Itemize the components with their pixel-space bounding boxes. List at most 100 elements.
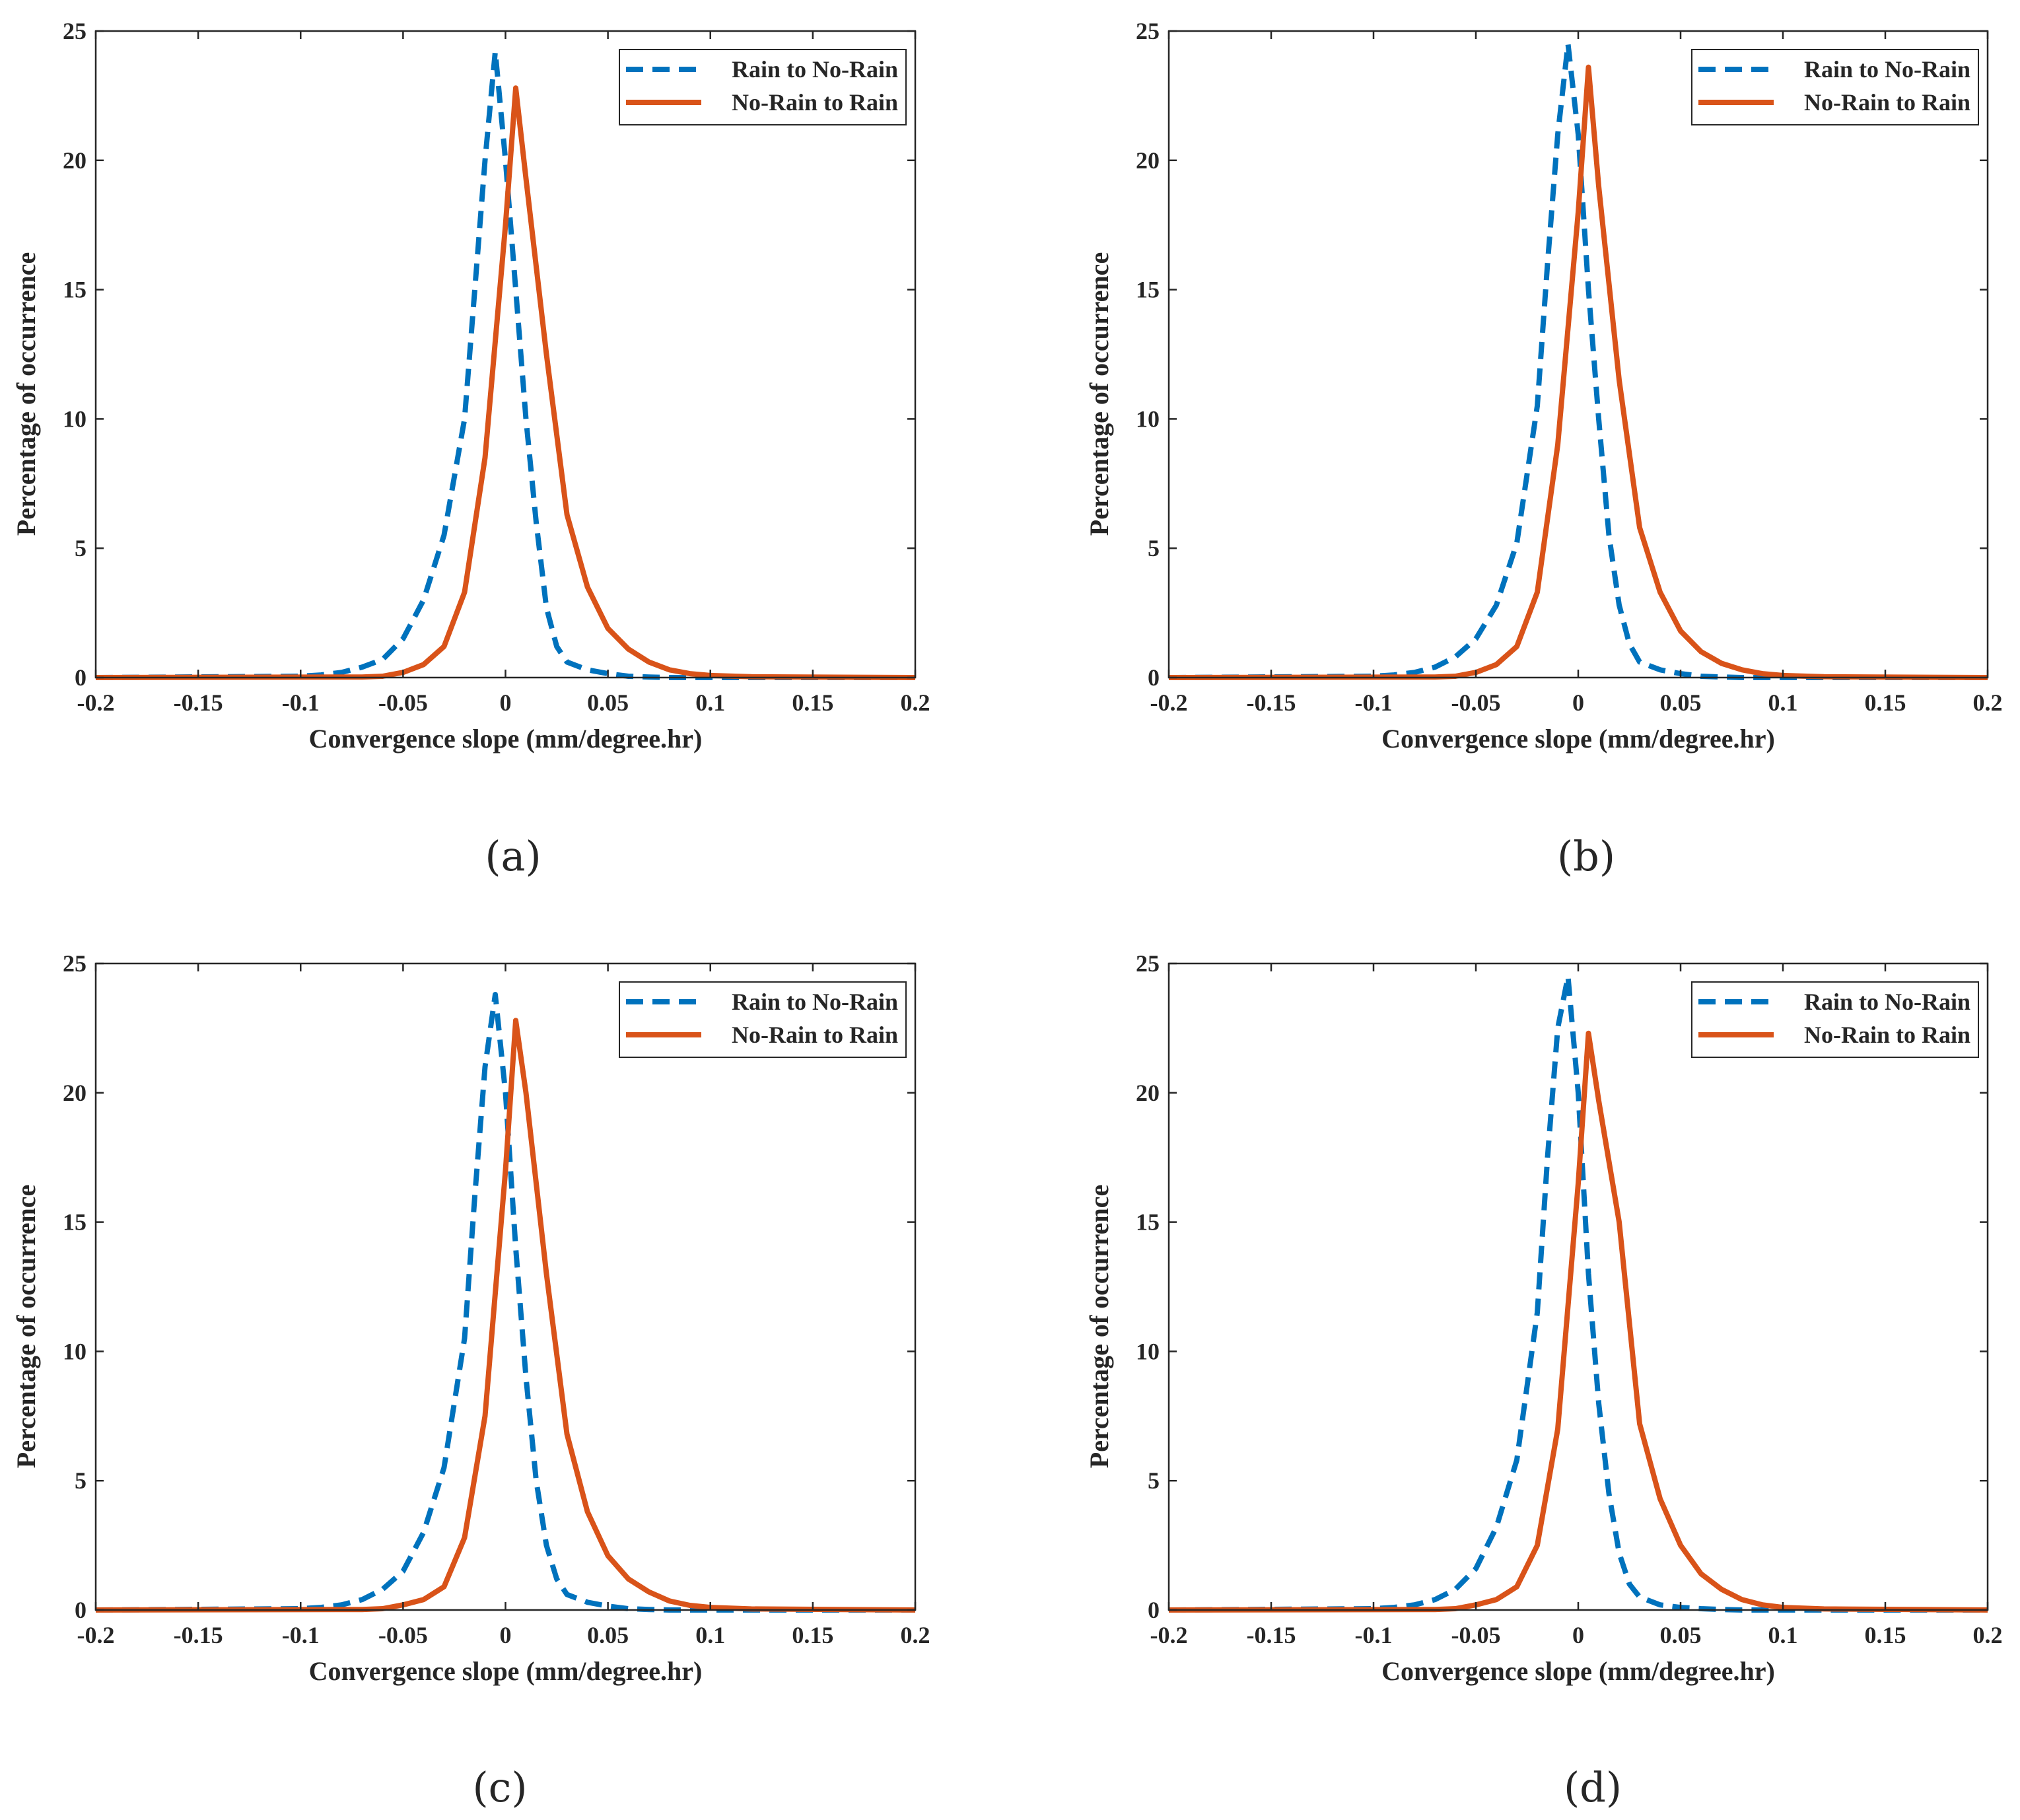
series-line-no-rain-to-rain xyxy=(1168,64,1988,680)
x-tick-label: 0 xyxy=(1572,689,1584,716)
y-tick-label: 25 xyxy=(63,18,87,44)
y-axis-label: Percentage of occurrence xyxy=(1084,1185,1114,1468)
y-tick-label: 10 xyxy=(1136,1338,1160,1364)
y-tick-label: 20 xyxy=(63,1080,87,1106)
x-tick-label: -0.15 xyxy=(1247,1622,1296,1648)
series-line-rain-to-no-rain xyxy=(1168,973,1988,1613)
x-tick-label: -0.1 xyxy=(282,1622,320,1648)
x-tick-label: -0.15 xyxy=(174,689,223,716)
x-tick-label: 0.05 xyxy=(587,689,629,716)
series-line-no-rain-to-rain xyxy=(95,85,916,680)
y-tick-label: 25 xyxy=(1136,18,1160,44)
y-tick-label: 0 xyxy=(75,664,87,691)
legend-box xyxy=(619,981,907,1058)
panel-caption: (d) xyxy=(1564,1763,1622,1811)
axes-box xyxy=(94,30,917,679)
y-tick-label: 25 xyxy=(1136,950,1160,977)
x-tick-label: 0.1 xyxy=(1768,689,1798,716)
series-line-rain-to-no-rain xyxy=(1168,41,1988,680)
axes-box xyxy=(94,962,917,1611)
x-tick-label: -0.1 xyxy=(1355,1622,1393,1648)
legend-box xyxy=(1691,49,1979,125)
legend-box xyxy=(619,49,907,125)
x-tick-label: 0.05 xyxy=(587,1622,629,1648)
y-tick-label: 15 xyxy=(63,277,87,303)
x-axis-label: Convergence slope (mm/degree.hr) xyxy=(1381,724,1775,753)
x-tick-label: 0 xyxy=(500,1622,512,1648)
y-tick-label: 20 xyxy=(1136,1080,1160,1106)
legend-label: No-Rain to Rain xyxy=(1804,89,1970,116)
y-tick-label: 15 xyxy=(1136,1209,1160,1236)
x-tick-label: 0.05 xyxy=(1660,1622,1702,1648)
x-tick-label: 0 xyxy=(1572,1622,1584,1648)
x-tick-label: 0.15 xyxy=(1865,689,1906,716)
x-axis-label: Convergence slope (mm/degree.hr) xyxy=(309,724,703,753)
x-tick-label: 0.1 xyxy=(1768,1622,1798,1648)
legend-label: No-Rain to Rain xyxy=(732,1022,898,1048)
series-line-rain-to-no-rain xyxy=(95,49,915,680)
chart-panel-3: -0.2 -0.15 -0.1 -0.05 0 0.05 0.1 0.15 0.2 0 5 10 15 2… xyxy=(11,950,930,1811)
x-tick-label: -0.05 xyxy=(378,689,428,716)
x-tick-label: 0.2 xyxy=(1973,1622,2003,1648)
legend-box xyxy=(1691,981,1979,1058)
y-tick-label: 0 xyxy=(1148,1597,1160,1623)
x-tick-label: 0.15 xyxy=(792,1622,833,1648)
legend-label: Rain to No-Rain xyxy=(732,56,898,83)
y-tick-label: 5 xyxy=(1148,535,1160,561)
x-tick-label: 0.2 xyxy=(901,1622,930,1648)
legend: Rain to No-Rain No-Rain to Rain xyxy=(1691,981,1979,1058)
axes-box xyxy=(1167,962,1989,1611)
y-tick-label: 20 xyxy=(63,147,87,174)
x-tick-label: -0.1 xyxy=(1355,689,1393,716)
y-tick-label: 5 xyxy=(75,1467,87,1494)
x-tick-label: -0.2 xyxy=(77,1622,115,1648)
y-tick-label: 0 xyxy=(75,1597,87,1623)
y-axis-label: Percentage of occurrence xyxy=(1084,252,1114,536)
x-tick-label: -0.15 xyxy=(1247,689,1296,716)
x-tick-label: -0.05 xyxy=(1451,689,1501,716)
x-tick-label: 0 xyxy=(500,689,512,716)
x-tick-label: -0.2 xyxy=(1150,689,1188,716)
x-tick-label: -0.2 xyxy=(1150,1622,1188,1648)
series-line-rain-to-no-rain xyxy=(95,992,915,1613)
x-tick-label: 0.15 xyxy=(1865,1622,1906,1648)
x-tick-label: 0.2 xyxy=(901,689,930,716)
legend-label: Rain to No-Rain xyxy=(1804,989,1970,1015)
y-tick-label: 10 xyxy=(1136,405,1160,432)
x-tick-label: 0.1 xyxy=(695,689,725,716)
panel-caption: (a) xyxy=(485,832,541,880)
legend-label: No-Rain to Rain xyxy=(1804,1022,1970,1048)
y-tick-label: 20 xyxy=(1136,147,1160,174)
x-tick-label: -0.1 xyxy=(282,689,320,716)
panel-caption: (c) xyxy=(472,1763,527,1811)
y-tick-label: 5 xyxy=(1148,1467,1160,1494)
legend-label: No-Rain to Rain xyxy=(732,89,898,116)
series-line-no-rain-to-rain xyxy=(95,1018,916,1613)
series-line-no-rain-to-rain xyxy=(1168,1030,1988,1613)
x-tick-label: 0.15 xyxy=(792,689,833,716)
x-tick-label: -0.2 xyxy=(77,689,115,716)
y-tick-label: 10 xyxy=(63,405,87,432)
legend: Rain to No-Rain No-Rain to Rain xyxy=(619,49,907,125)
x-tick-label: -0.05 xyxy=(1451,1622,1501,1648)
chart-panel-4: -0.2 -0.15 -0.1 -0.05 0 0.05 0.1 0.15 0.2 0 5 10 15 2… xyxy=(1084,950,2003,1811)
legend: Rain to No-Rain No-Rain to Rain xyxy=(1691,49,1979,125)
y-axis-label: Percentage of occurrence xyxy=(11,1185,41,1468)
x-tick-label: 0.2 xyxy=(1973,689,2003,716)
y-tick-label: 15 xyxy=(1136,277,1160,303)
y-tick-label: 0 xyxy=(1148,664,1160,691)
x-tick-label: -0.05 xyxy=(378,1622,428,1648)
y-tick-label: 5 xyxy=(75,535,87,561)
y-tick-label: 15 xyxy=(63,1209,87,1236)
chart-panel-2: -0.2 -0.15 -0.1 -0.05 0 0.05 0.1 0.15 0.2 0 5 10 15 2… xyxy=(1084,18,2003,880)
x-axis-label: Convergence slope (mm/degree.hr) xyxy=(1381,1656,1775,1686)
legend: Rain to No-Rain No-Rain to Rain xyxy=(619,981,907,1058)
y-axis-label: Percentage of occurrence xyxy=(11,252,41,536)
panel-caption: (b) xyxy=(1557,832,1615,880)
x-tick-label: -0.15 xyxy=(174,1622,223,1648)
x-tick-label: 0.1 xyxy=(695,1622,725,1648)
x-tick-label: 0.05 xyxy=(1660,689,1702,716)
y-tick-label: 10 xyxy=(63,1338,87,1364)
legend-label: Rain to No-Rain xyxy=(732,989,898,1015)
